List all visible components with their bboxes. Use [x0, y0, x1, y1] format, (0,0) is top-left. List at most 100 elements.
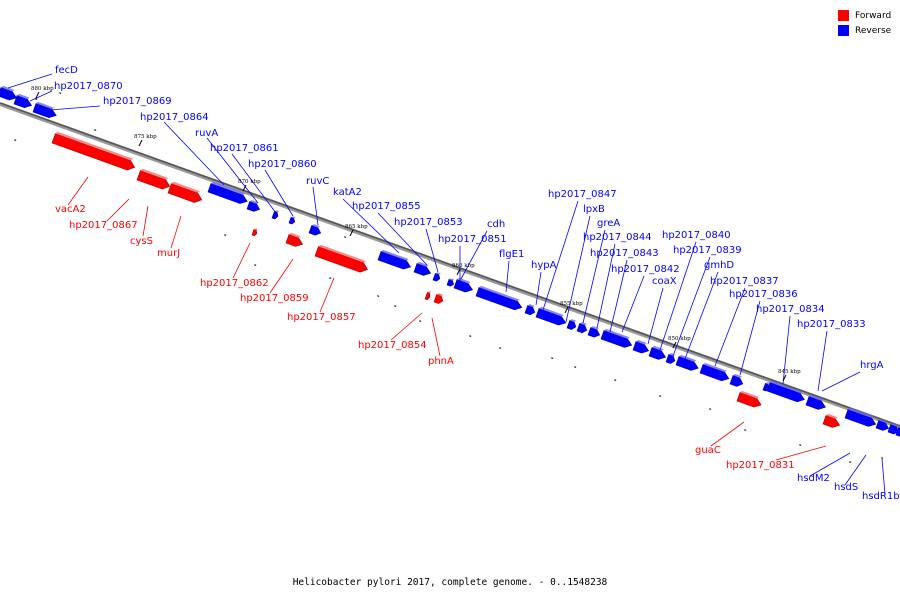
gene-hp2017-0834: [766, 380, 805, 403]
scale-dashes: [14, 92, 884, 463]
genome-backbone: [0, 102, 900, 429]
leader-hp2017-0833: [817, 330, 828, 392]
label-lpxb: lpxB: [583, 204, 605, 215]
gene-hrga: [844, 407, 877, 427]
legend-reverse: Reverse: [838, 23, 891, 38]
gene-labels: fecD hp2017_0870 hp2017_0869 hp2017_0864ruv…: [54, 65, 900, 502]
tick-860-kbp: 860 kbp: [452, 263, 475, 269]
leader-guac: [710, 421, 745, 447]
leader-hypa: [535, 271, 542, 306]
leader-hp2017-0854: [390, 312, 423, 341]
label-hp2017-0854: hp2017_0854: [358, 340, 427, 351]
gene-coax: [648, 345, 667, 360]
label-hp2017-0844: hp2017_0844: [583, 232, 652, 243]
leader-hp2017-0867: [106, 198, 130, 222]
leader-gmhd: [682, 271, 719, 365]
label-coax: coaX: [652, 276, 677, 287]
tick-880-kbp: 880 kbp: [31, 86, 54, 92]
gene-hp2017-0862: [251, 228, 259, 237]
gene-gmhd: [699, 362, 730, 382]
reverse-label: Reverse: [855, 25, 892, 36]
label-hp2017-0831: hp2017_0831: [726, 460, 795, 471]
leader-coax: [647, 287, 664, 345]
tick-mark-865-kbp: [349, 229, 354, 237]
gene-hp2017-0842: [632, 339, 650, 354]
gene-flge1: [475, 285, 523, 311]
gene-fecd: [0, 85, 17, 101]
gene-features: [0, 85, 900, 437]
tick-875-kbp: 875 kbp: [134, 134, 157, 140]
label-hp2017-0833: hp2017_0833: [797, 319, 866, 330]
leader-hp2017-0844: [596, 243, 616, 329]
leader-hp2017-0864: [163, 121, 225, 186]
label-vaca2: vacA2: [55, 204, 86, 215]
tick-mark-870-kbp: [242, 184, 247, 192]
gene-hp2017-0847: [535, 306, 567, 326]
gene-guac: [736, 390, 762, 408]
leader-hp2017-0857: [319, 277, 335, 313]
gene-vaca2: [51, 131, 136, 171]
label-hrga: hrgA: [860, 360, 884, 371]
gene-ruva: [246, 200, 261, 212]
label-hp2017-0836: hp2017_0836: [729, 289, 798, 300]
tick-850-kbp: 850 kbp: [668, 336, 691, 342]
label-hp2017-0862: hp2017_0862: [200, 278, 269, 289]
label-hp2017-0847: hp2017_0847: [548, 189, 617, 200]
legend-forward: Forward: [838, 8, 891, 23]
leader-hp2017-0831: [775, 445, 827, 461]
gene-hp2017-0839: [675, 354, 699, 371]
label-leaders: [7, 73, 886, 495]
tick-865-kbp: 865 kbp: [345, 224, 368, 230]
leader-hp2017-0843: [609, 259, 628, 333]
leader-hp2017-0859: [269, 258, 294, 294]
kbp-ticks: 880 kbp 875 kbp 870 kbp 865 kbp 860 kbp 855 k…: [31, 86, 801, 382]
tick-mark-875-kbp: [138, 139, 143, 147]
label-hp2017-0839: hp2017_0839: [673, 245, 742, 256]
leader-hp2017-0862: [232, 242, 251, 279]
label-ruva: ruvA: [195, 128, 218, 139]
gene-hp2017-0859: [285, 232, 304, 247]
tick-870-kbp: 870 kbp: [238, 179, 261, 185]
label-hp2017-0837: hp2017_0837: [710, 276, 779, 287]
label-cdh: cdh: [487, 219, 505, 230]
leader-phna: [431, 317, 441, 357]
gene-hp2017-0857: [314, 244, 368, 273]
label-hp2017-0860: hp2017_0860: [248, 159, 317, 170]
label-hp2017-0867: hp2017_0867: [69, 220, 138, 231]
gene-ruvc: [308, 224, 322, 236]
leader-flge1: [505, 260, 510, 293]
label-hsdr1b: hsdR1b: [862, 491, 900, 502]
leader-grea: [582, 229, 606, 324]
label-hypa: hypA: [531, 260, 557, 271]
tick-mark-860-kbp: [456, 268, 461, 276]
leader-vaca2: [67, 176, 89, 206]
leader-hp2017-0861: [231, 153, 277, 214]
gene-phna: [433, 293, 444, 304]
gene-hp2017-0861: [271, 210, 280, 220]
gene-hp2017-0860: [288, 216, 296, 225]
label-hp2017-0855: hp2017_0855: [352, 201, 421, 212]
leader-hrga: [821, 371, 861, 392]
label-fecd: fecD: [55, 65, 78, 76]
genome-caption: Helicobacter pylori 2017, complete genom…: [292, 577, 608, 588]
gene-hsds: [887, 423, 900, 435]
leader-hp2017-0834: [782, 315, 791, 385]
label-hp2017-0851: hp2017_0851: [438, 234, 507, 245]
tick-845-kbp: 845 kbp: [778, 369, 801, 375]
gene-hp2017-0853: [432, 272, 441, 282]
label-hp2017-0859: hp2017_0859: [240, 293, 309, 304]
gene-hp2017-0831: [822, 413, 841, 428]
label-hp2017-0842: hp2017_0842: [611, 264, 680, 275]
gene-hp2017-0851: [453, 277, 473, 293]
gene-hp2017-0843: [600, 328, 633, 348]
label-cyss: cysS: [130, 236, 153, 247]
leader-fecd: [7, 73, 53, 89]
label-hsdm2: hsdM2: [797, 473, 830, 484]
tick-mark-850-kbp: [672, 341, 677, 349]
forward-swatch: [838, 10, 849, 21]
label-hp2017-0869: hp2017_0869: [103, 96, 172, 107]
gene-lpxb: [566, 319, 577, 330]
leader-murj: [170, 215, 182, 249]
tick-mark-880-kbp: [35, 91, 40, 99]
